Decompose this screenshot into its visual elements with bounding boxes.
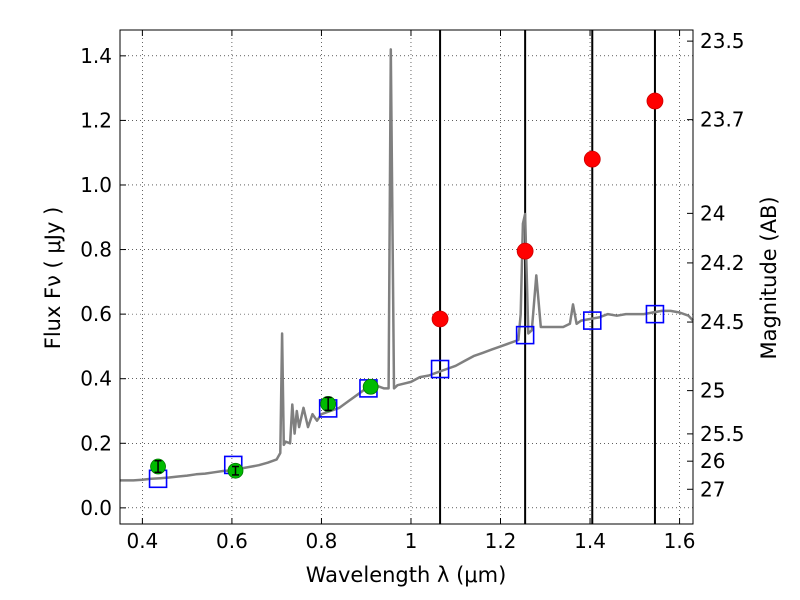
x-tick-label: 1.2: [485, 529, 517, 553]
nir-photometry-points: [431, 92, 664, 328]
right-tick-label: 24.5: [700, 310, 745, 334]
axis-ticks: 0.4 0.6 0.8 1 1.2 1.4 1.6 0.0 0.2 0.4 0.6 0.8 1.0 1.2…: [80, 29, 744, 553]
y-tick-label: 0.2: [80, 431, 112, 455]
model-photometry-squares: [148, 304, 665, 489]
spectrum-series: [120, 48, 694, 482]
x-tick-label: 0.4: [126, 529, 158, 553]
y-tick-label: 0.6: [80, 302, 112, 326]
right-tick-label: 26: [700, 449, 725, 473]
x-tick-label: 1.4: [574, 529, 606, 553]
red-point-marker: [646, 92, 664, 110]
y-tick-label: 0.4: [80, 367, 112, 391]
green-point-marker: [362, 378, 379, 395]
red-point-marker: [431, 310, 449, 328]
x-tick-label: 0.6: [216, 529, 248, 553]
red-point-marker: [583, 150, 601, 168]
model-square-marker: [515, 325, 535, 345]
right-tick-label: 24: [700, 201, 725, 225]
model-square-marker: [430, 359, 450, 379]
grid-lines: [120, 30, 693, 524]
right-tick-label: 25: [700, 379, 725, 403]
plot-frame: [119, 29, 694, 525]
y-tick-label: 1.4: [80, 44, 112, 68]
right-tick-label: 24.2: [700, 251, 745, 275]
x-axis-label: Wavelength λ (μm): [306, 563, 507, 587]
model-square-marker: [645, 304, 665, 324]
x-tick-label: 1.6: [664, 529, 696, 553]
x-tick-label: 1: [405, 529, 418, 553]
y-tick-label: 1.2: [80, 108, 112, 132]
y-tick-label: 1.0: [80, 173, 112, 197]
y-axis-label: Flux Fν ( μJy ): [41, 207, 65, 350]
right-tick-label: 23.5: [700, 29, 745, 53]
x-tick-label: 0.8: [306, 529, 338, 553]
spectrum-line: [120, 48, 694, 482]
red-point-marker: [516, 242, 534, 260]
y-tick-label: 0.0: [80, 496, 112, 520]
optical-photometry-points: [150, 378, 379, 479]
right-tick-label: 23.7: [700, 108, 745, 132]
y-tick-label: 0.8: [80, 238, 112, 262]
filter-vertical-lines: [439, 30, 656, 524]
model-square-marker: [582, 311, 602, 330]
right-axis-label: Magnitude (AB): [757, 196, 781, 359]
right-tick-label: 27: [700, 477, 725, 501]
right-tick-label: 25.5: [700, 422, 745, 446]
